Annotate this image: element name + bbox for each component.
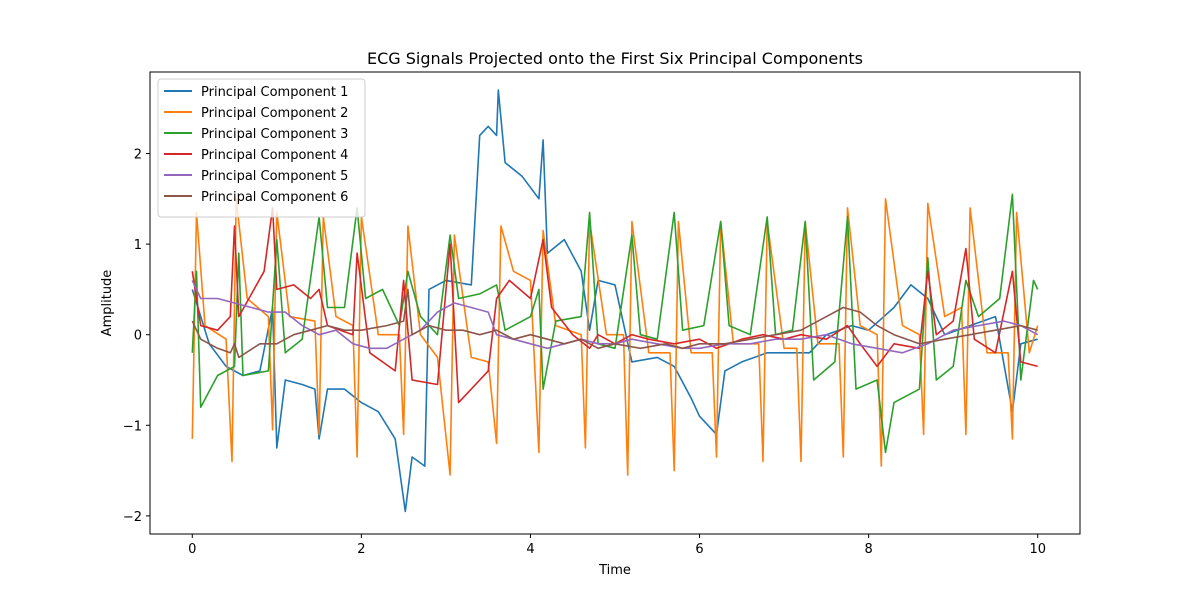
y-tick-label: −1 — [123, 419, 142, 434]
series-line-6 — [191, 288, 1038, 359]
x-tick-label: 2 — [357, 542, 365, 557]
legend: Principal Component 1 Principal Component… — [157, 78, 366, 218]
y-tick-label: 0 — [134, 329, 142, 344]
y-axis-label: Amplitude — [100, 270, 115, 337]
y-tick-label: 2 — [134, 148, 142, 163]
series-line-4 — [191, 207, 1038, 404]
legend-label: Principal Component 4 — [201, 148, 348, 163]
x-tick-label: 4 — [526, 542, 534, 557]
x-tick-label: 0 — [188, 542, 196, 557]
x-tick-label: 6 — [695, 542, 703, 557]
legend-box — [157, 78, 366, 218]
plot-frame — [149, 71, 1081, 535]
series-line-1 — [191, 89, 1038, 513]
legend-label: Principal Component 5 — [201, 169, 348, 184]
series-line-5 — [191, 280, 1039, 354]
chart-title: ECG Signals Projected onto the First Six… — [367, 49, 863, 68]
series-line-2 — [191, 198, 1039, 476]
x-axis: 0 2 4 6 8 10 — [188, 534, 1046, 557]
legend-label: Principal Component 2 — [201, 106, 348, 121]
plot-lines — [191, 89, 1039, 513]
x-tick-label: 10 — [1029, 542, 1046, 557]
legend-label: Principal Component 3 — [201, 127, 348, 142]
legend-label: Principal Component 6 — [201, 190, 348, 205]
legend-label: Principal Component 1 — [201, 85, 348, 100]
y-tick-label: −2 — [123, 510, 142, 525]
y-axis: −2 −1 0 1 2 — [123, 148, 150, 525]
x-axis-label: Time — [598, 563, 631, 578]
y-tick-label: 1 — [134, 238, 142, 253]
x-tick-label: 8 — [864, 542, 872, 557]
